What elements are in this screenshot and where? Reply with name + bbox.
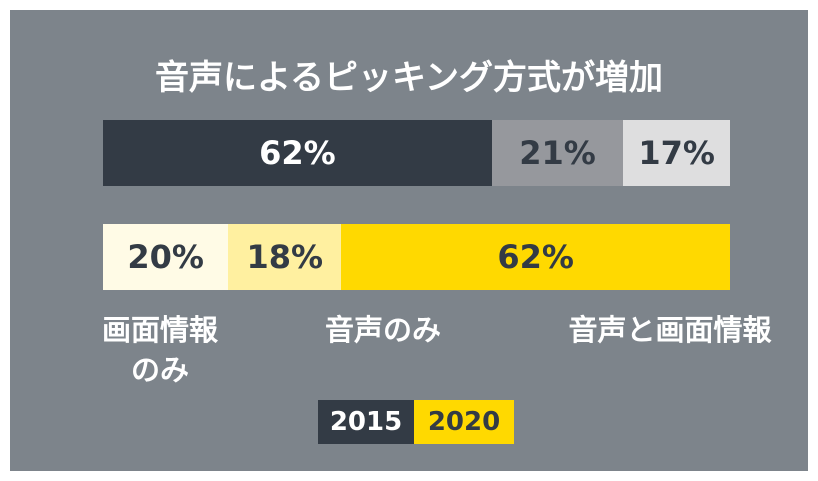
bar-segment: 62%: [103, 120, 492, 186]
chart-title: 音声によるピッキング方式が増加: [155, 58, 663, 98]
legend-entry: 2020: [414, 400, 514, 444]
bar-segment: 17%: [623, 120, 730, 186]
category-label: 音声のみ: [324, 313, 441, 347]
bar-segment: 20%: [103, 224, 229, 290]
category-label: 画面情報のみ: [101, 313, 218, 387]
bar-segment: 18%: [228, 224, 342, 290]
bar-segment: 21%: [491, 120, 624, 186]
category-label: 音声と画面情報: [568, 313, 772, 347]
bar-segment: 62%: [341, 224, 730, 290]
legend-entry: 2015: [318, 400, 414, 444]
